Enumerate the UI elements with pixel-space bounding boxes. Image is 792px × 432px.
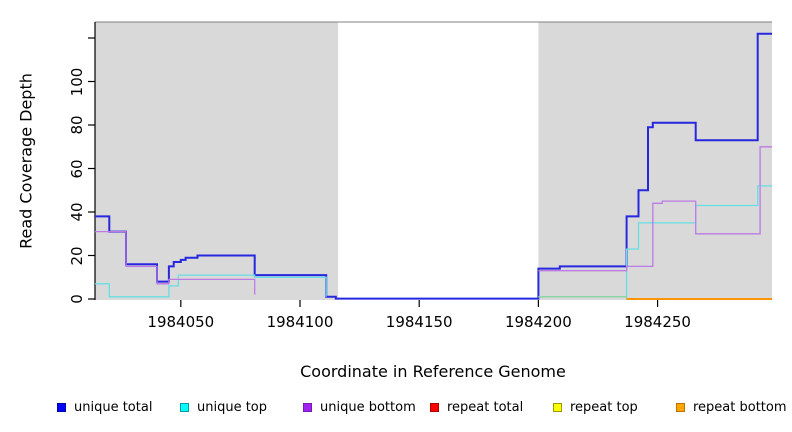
legend-swatch-icon (180, 402, 189, 412)
legend-label: unique top (197, 399, 268, 415)
y-axis-title: Read Coverage Depth (16, 73, 36, 249)
legend-item-unique-total: unique total (57, 399, 152, 415)
legend-item-repeat-bottom: repeat bottom (676, 399, 787, 415)
x-tick-label: 1984200 (504, 313, 572, 331)
legend-item-unique-top: unique top (180, 399, 267, 415)
shaded-region (538, 22, 772, 300)
x-tick-label: 1984250 (624, 313, 691, 331)
legend-item-repeat-top: repeat top (553, 399, 638, 415)
legend-item-repeat-total: repeat total (430, 399, 523, 415)
legend-swatch-icon (553, 402, 562, 412)
x-axis-title: Coordinate in Reference Genome (300, 362, 566, 381)
legend-label: repeat top (570, 399, 638, 415)
legend-swatch-icon (676, 402, 685, 412)
x-tick-label: 1984150 (385, 313, 453, 331)
legend-swatch-icon (57, 402, 66, 412)
y-tick-label: 0 (68, 294, 86, 304)
x-tick-label: 1984050 (147, 313, 215, 331)
legend-swatch-icon (303, 402, 312, 412)
series-line-unique-top (95, 185, 772, 298)
legend-label: repeat bottom (693, 399, 787, 415)
y-tick-label: 100 (68, 67, 86, 96)
legend-label: unique bottom (320, 399, 416, 415)
shaded-region (95, 22, 339, 300)
y-tick-label: 40 (68, 202, 86, 222)
x-tick-label: 1984100 (266, 313, 334, 331)
legend-label: unique total (74, 399, 153, 415)
y-tick-label: 20 (68, 245, 86, 266)
legend-item-unique-bottom: unique bottom (303, 399, 416, 415)
legend-swatch-icon (430, 402, 439, 412)
series-line-unique-bottom (95, 146, 772, 295)
legend-label: repeat total (447, 399, 524, 415)
y-tick-label: 60 (68, 158, 86, 179)
y-tick-label: 80 (68, 115, 86, 135)
